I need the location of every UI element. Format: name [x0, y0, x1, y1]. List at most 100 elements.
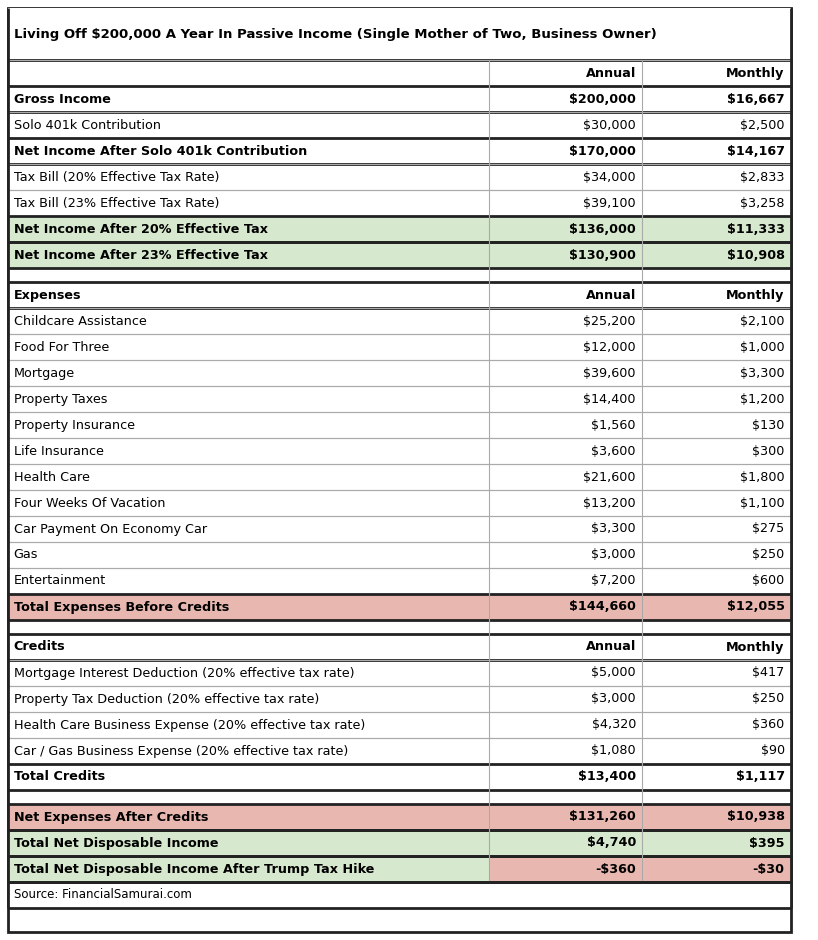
Bar	[8, 764, 489, 790]
Text: Net Income After 23% Effective Tax: Net Income After 23% Effective Tax	[14, 248, 267, 261]
Bar	[8, 882, 790, 908]
Bar	[642, 60, 790, 86]
Bar	[8, 712, 489, 738]
Bar	[8, 438, 489, 464]
Bar	[489, 86, 642, 112]
Text: $3,300: $3,300	[740, 367, 784, 380]
Bar	[642, 660, 790, 686]
Bar	[489, 308, 642, 334]
Text: $21,600: $21,600	[583, 471, 636, 483]
Text: Net Income After 20% Effective Tax: Net Income After 20% Effective Tax	[14, 223, 267, 236]
Text: $30,000: $30,000	[583, 118, 636, 132]
Bar	[8, 568, 489, 594]
Text: $3,258: $3,258	[740, 196, 784, 210]
Text: $144,660: $144,660	[569, 601, 636, 614]
Bar	[642, 568, 790, 594]
Text: $170,000: $170,000	[569, 145, 636, 158]
Bar	[642, 242, 790, 268]
Text: Four Weeks Of Vacation: Four Weeks Of Vacation	[14, 496, 165, 509]
Bar	[8, 790, 790, 804]
Bar	[642, 138, 790, 164]
Bar	[642, 764, 790, 790]
Bar	[642, 594, 790, 620]
Text: $14,167: $14,167	[726, 145, 784, 158]
Text: Total Credits: Total Credits	[14, 771, 105, 784]
Text: Mortgage: Mortgage	[14, 367, 74, 380]
Bar	[642, 516, 790, 542]
Bar	[642, 568, 790, 594]
Bar	[642, 360, 790, 386]
Text: $10,938: $10,938	[726, 810, 784, 823]
Text: Car Payment On Economy Car: Car Payment On Economy Car	[14, 523, 207, 536]
Bar	[642, 282, 790, 308]
Text: $417: $417	[753, 666, 784, 680]
Bar	[489, 594, 642, 620]
Bar	[489, 490, 642, 516]
Bar	[642, 594, 790, 620]
Text: $275: $275	[753, 523, 784, 536]
Bar	[642, 412, 790, 438]
Bar	[642, 164, 790, 190]
Text: $3,000: $3,000	[591, 549, 636, 561]
Text: $13,200: $13,200	[583, 496, 636, 509]
Bar	[489, 686, 642, 712]
Text: Childcare Assistance: Childcare Assistance	[14, 315, 146, 327]
Bar	[489, 464, 642, 490]
Bar	[489, 542, 642, 568]
Bar	[8, 856, 489, 882]
Bar	[489, 216, 642, 242]
Bar	[642, 386, 790, 412]
Text: $12,000: $12,000	[583, 340, 636, 353]
Bar	[8, 660, 489, 686]
Bar	[642, 190, 790, 216]
Text: $2,833: $2,833	[740, 170, 784, 183]
Bar	[642, 412, 790, 438]
Bar	[489, 568, 642, 594]
Text: $2,100: $2,100	[740, 315, 784, 327]
Bar	[489, 804, 642, 830]
Bar	[642, 830, 790, 856]
Text: $25,200: $25,200	[583, 315, 636, 327]
Text: Property Taxes: Property Taxes	[14, 393, 107, 405]
Text: $1,000: $1,000	[740, 340, 784, 353]
Bar	[489, 412, 642, 438]
Text: $1,117: $1,117	[735, 771, 784, 784]
Bar	[642, 334, 790, 360]
Text: Annual: Annual	[586, 67, 636, 80]
Bar	[642, 738, 790, 764]
Bar	[642, 242, 790, 268]
Bar	[642, 216, 790, 242]
Bar	[8, 8, 790, 60]
Text: Mortgage Interest Deduction (20% effective tax rate): Mortgage Interest Deduction (20% effecti…	[14, 666, 354, 680]
Text: Total Net Disposable Income After Trump Tax Hike: Total Net Disposable Income After Trump …	[14, 863, 374, 875]
Bar	[642, 164, 790, 190]
Bar	[8, 190, 489, 216]
Bar	[642, 112, 790, 138]
Bar	[642, 712, 790, 738]
Bar	[642, 634, 790, 660]
Bar	[489, 712, 642, 738]
Bar	[8, 686, 489, 712]
Text: Living Off $200,000 A Year In Passive Income (Single Mother of Two, Business Own: Living Off $200,000 A Year In Passive In…	[14, 27, 656, 40]
Bar	[642, 308, 790, 334]
Bar	[642, 830, 790, 856]
Text: Expenses: Expenses	[14, 289, 81, 302]
Bar	[642, 360, 790, 386]
Bar	[8, 412, 489, 438]
Bar	[642, 60, 790, 86]
Text: Monthly: Monthly	[726, 67, 784, 80]
Text: $7,200: $7,200	[591, 574, 636, 588]
Text: $39,600: $39,600	[583, 367, 636, 380]
Text: Entertainment: Entertainment	[14, 574, 106, 588]
Bar	[642, 464, 790, 490]
Bar	[8, 242, 489, 268]
Bar	[489, 242, 642, 268]
Bar	[489, 360, 642, 386]
Bar	[642, 464, 790, 490]
Bar	[642, 804, 790, 830]
Bar	[8, 464, 489, 490]
Bar	[489, 830, 642, 856]
Text: Life Insurance: Life Insurance	[14, 445, 104, 458]
Text: Food For Three: Food For Three	[14, 340, 109, 353]
Bar	[489, 738, 642, 764]
